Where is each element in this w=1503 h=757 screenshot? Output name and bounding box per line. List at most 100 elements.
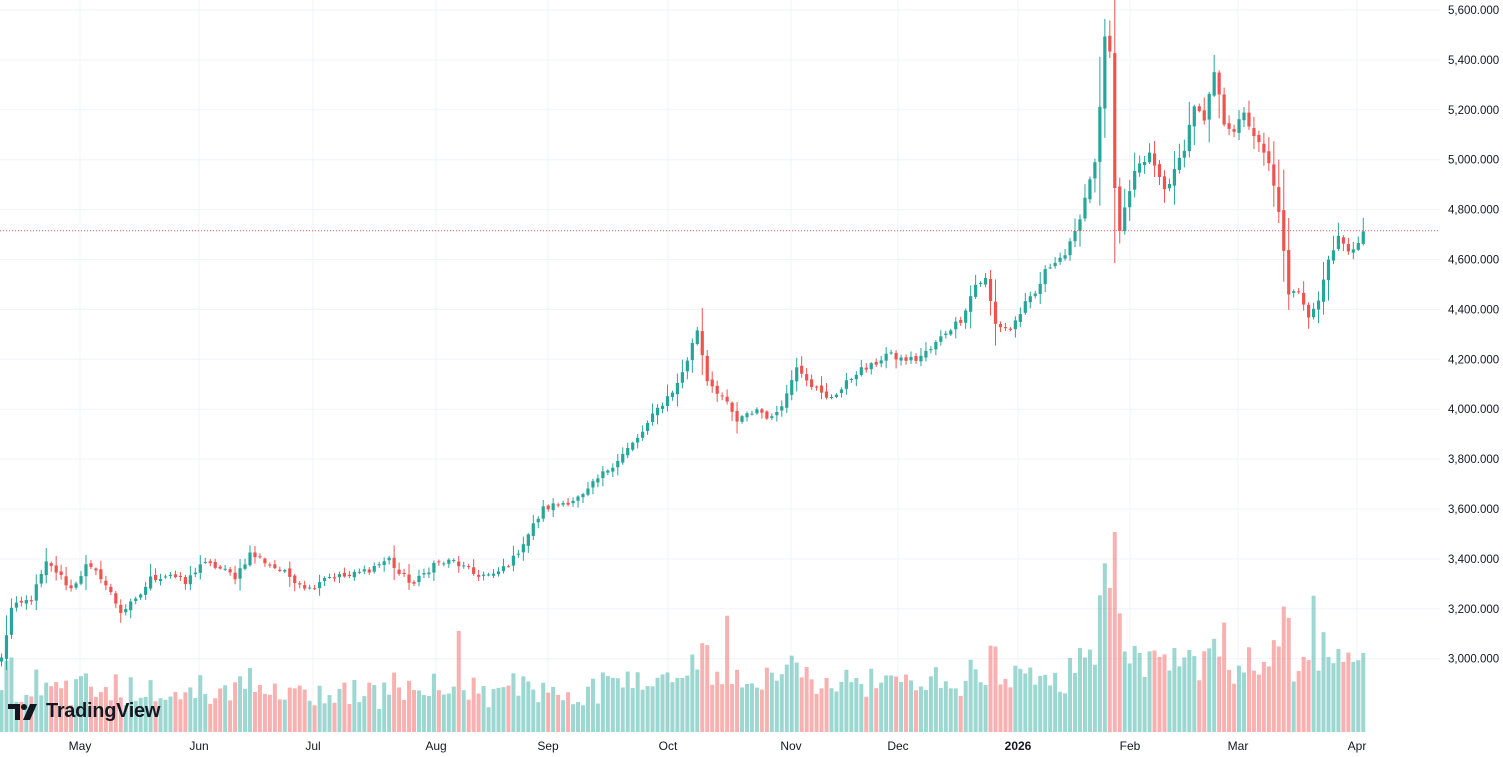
volume-bar	[4, 660, 9, 732]
volume-bar	[1331, 663, 1336, 732]
volume-bar	[938, 687, 943, 732]
candle-body	[1043, 269, 1047, 285]
volume-bar	[963, 681, 968, 732]
candle-body	[382, 561, 386, 565]
volume-bar	[19, 701, 24, 732]
volume-bar	[347, 704, 352, 732]
volume-bar	[317, 685, 322, 732]
volume-bar	[93, 696, 98, 732]
candle-body	[1147, 152, 1152, 163]
candle-body	[964, 310, 968, 323]
candle-body	[511, 555, 516, 566]
candle-body	[646, 423, 650, 431]
volume-bar	[188, 687, 193, 732]
candle-body	[29, 600, 33, 602]
candle-body	[889, 352, 893, 354]
volume-bar	[1063, 693, 1068, 732]
candle-body	[849, 378, 853, 380]
volume-bar	[158, 698, 163, 732]
candle-body	[586, 488, 590, 495]
volume-bar	[710, 684, 715, 732]
time-axis[interactable]: May Jun Jul Aug Sep Oct Nov Dec 2026 Feb Mar Apr	[69, 739, 1367, 753]
candle-body	[969, 296, 973, 312]
time-tick-label: Sep	[537, 739, 559, 753]
volume-bar	[1073, 672, 1078, 732]
candle-body	[24, 600, 28, 604]
volume-bar	[1281, 606, 1286, 732]
volume-bar	[869, 668, 874, 732]
volume-bar	[630, 688, 635, 732]
candle-body	[1013, 320, 1017, 330]
volume-bar	[576, 702, 581, 732]
candle-body	[491, 573, 496, 576]
volume-bar	[496, 687, 501, 732]
volume-bar	[794, 662, 799, 732]
volume-bar	[580, 705, 585, 732]
candle-body	[571, 500, 575, 504]
candle-body	[1038, 283, 1042, 294]
price-tick-label: 3,200.000	[1448, 604, 1499, 616]
candle-body	[437, 561, 441, 563]
candle-body	[775, 412, 779, 416]
price-axis[interactable]: 5,600.000 5,400.000 5,200.000 5,000.000 4,80…	[1448, 5, 1499, 666]
candle-body	[54, 565, 58, 573]
candle-body	[1108, 35, 1112, 52]
volume-bar	[1018, 668, 1023, 732]
candle-body	[665, 396, 670, 407]
candle-body	[387, 557, 391, 561]
volume-bar	[118, 697, 123, 732]
volume-bar	[1212, 638, 1217, 732]
volume-bar	[1207, 648, 1212, 732]
candle-body	[576, 496, 580, 501]
candle-body	[944, 333, 948, 336]
volume-bar	[1127, 663, 1132, 732]
volume-bar	[54, 682, 59, 732]
candle-body	[1073, 230, 1077, 242]
candle-body	[1098, 106, 1102, 162]
candle-body	[1068, 241, 1072, 256]
tradingview-logo[interactable]: TradingView	[8, 700, 160, 723]
candle-body	[680, 372, 684, 383]
volume-bar	[551, 686, 556, 732]
candle-body	[770, 416, 774, 419]
candle-body	[1003, 327, 1008, 329]
volume-bar	[1053, 672, 1058, 732]
volume-bar	[1266, 666, 1271, 732]
time-tick-label: Aug	[425, 739, 446, 753]
volume-bar	[491, 689, 496, 732]
tradingview-logo-icon	[8, 703, 37, 720]
volume-bar	[660, 674, 665, 732]
volume-bar	[248, 668, 252, 732]
volume-bar	[1172, 648, 1177, 732]
volume-bar	[337, 688, 342, 732]
volume-bar	[9, 657, 14, 732]
price-tick-label: 4,000.000	[1448, 404, 1499, 416]
candle-body	[84, 564, 88, 577]
volume-bar	[1202, 651, 1207, 732]
volume-bar	[168, 696, 173, 732]
candle-body	[273, 564, 277, 569]
volume-bar	[1271, 640, 1276, 732]
candle-body	[591, 481, 595, 488]
volume-bar	[466, 699, 471, 732]
volume-bar	[829, 688, 834, 732]
volume-bar	[1157, 656, 1162, 732]
volume-bar	[625, 671, 630, 732]
volume-bar	[556, 694, 561, 732]
price-tick-label: 5,400.000	[1448, 55, 1499, 67]
candle-body	[1257, 134, 1261, 143]
volume-bar	[1082, 657, 1087, 732]
candle-body	[978, 282, 983, 284]
volume-bar	[779, 674, 784, 732]
volume-bar	[923, 690, 928, 732]
candle-body	[998, 324, 1003, 328]
candle-body	[188, 575, 192, 585]
candle-body	[894, 352, 898, 360]
candle-body	[44, 561, 48, 576]
candle-body	[427, 572, 431, 575]
volume-bar	[590, 678, 595, 732]
candle-body	[114, 593, 118, 604]
volume-bar	[1152, 650, 1157, 732]
volume-bar	[1008, 687, 1013, 732]
